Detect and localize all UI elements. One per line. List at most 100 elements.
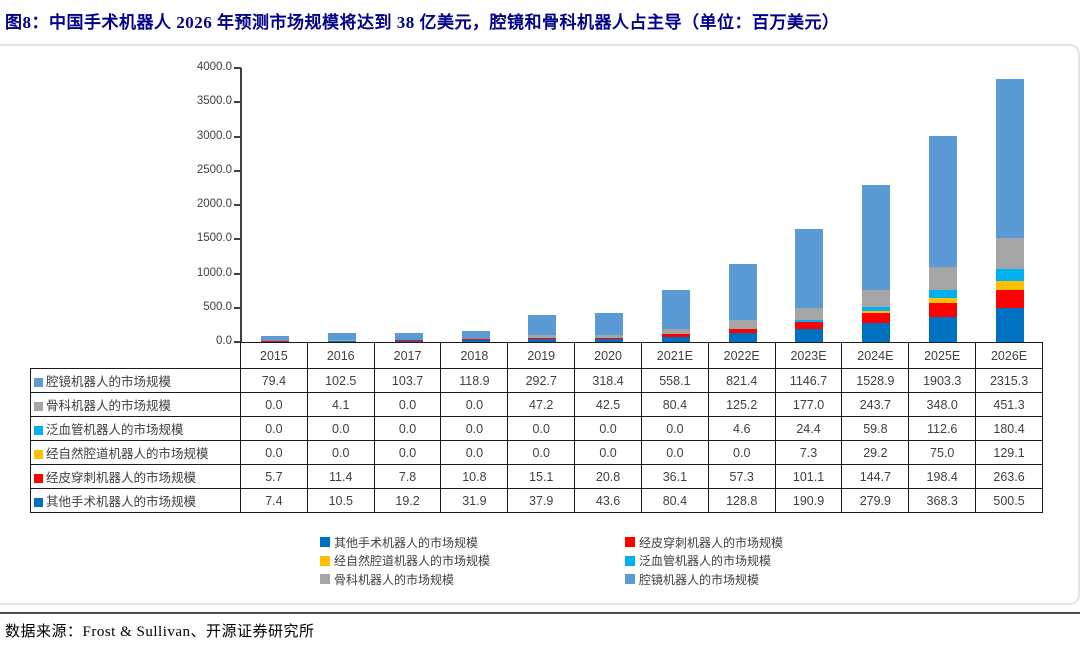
table-cell-value: 31.9: [440, 488, 509, 513]
y-axis-line: [240, 68, 242, 342]
table-cell-value: 0.0: [507, 440, 576, 465]
bar-segment: [995, 307, 1024, 342]
table-cell-value: 451.3: [975, 392, 1043, 417]
table-year-header: 2021E: [640, 342, 709, 369]
table-cell-value: 47.2: [507, 392, 576, 417]
table-cell-value: 15.1: [507, 464, 576, 489]
legend-item: 泛血管机器人的市场规模: [625, 552, 783, 571]
bar-column-2015: [242, 68, 309, 342]
table-cell-value: 5.7: [240, 464, 308, 489]
table-cell-value: 0.0: [373, 392, 442, 417]
series-color-swatch-icon: [34, 498, 43, 507]
legend-column: 经皮穿刺机器人的市场规模 泛血管机器人的市场规模 腔镜机器人的市场规模: [625, 533, 783, 589]
table-cell-value: 42.5: [574, 392, 642, 417]
bar-segment: [461, 330, 490, 340]
table-cell-value: 0.0: [440, 392, 509, 417]
table-cell-value: 7.4: [240, 488, 308, 513]
legend-color-swatch-icon: [625, 555, 635, 566]
series-color-swatch-icon: [34, 474, 43, 483]
bar-segment: [862, 185, 891, 291]
table-year-header: 2023E: [774, 342, 843, 369]
table-year-header: 2025E: [908, 342, 977, 369]
table-row-label: 经皮穿刺机器人的市场规模: [30, 464, 241, 489]
table-cell-value: 0.0: [240, 416, 308, 441]
bar-segment: [928, 290, 957, 299]
legend-color-swatch-icon: [320, 555, 330, 566]
stacked-bar: [394, 333, 423, 342]
table-row-label: 泛血管机器人的市场规模: [30, 416, 241, 441]
bar-segment: [862, 312, 891, 323]
y-axis-tick-label: 500.0: [203, 300, 232, 313]
y-axis-tick-mark: [234, 135, 241, 138]
table-row: 骨科机器人的市场规模 0.0 4.1 0.0 0.0 47.2 42.5 80.4 125.2 1…: [30, 392, 1043, 417]
stacked-bar: [928, 136, 957, 342]
y-axis-tick-mark: [234, 169, 241, 172]
bar-column-2018: [442, 68, 509, 342]
figure-card-border: [0, 44, 1080, 605]
table-cell-value: 500.5: [975, 488, 1043, 513]
table-cell-value: 59.8: [841, 416, 910, 441]
figure-title: 图8：中国手术机器人 2026 年预测市场规模将达到 38 亿美元，腔镜和骨科机…: [5, 13, 840, 32]
plot-area: [242, 68, 1043, 342]
bar-segment: [728, 320, 757, 329]
legend-label: 经自然腔道机器人的市场规模: [334, 554, 491, 569]
bar-segment: [528, 315, 557, 336]
bar-column-2023E: [776, 68, 843, 342]
legend-color-swatch-icon: [320, 537, 330, 548]
table-cell-value: 0.0: [640, 440, 709, 465]
table-cell-value: 0.0: [574, 416, 642, 441]
table-cell-value: 190.9: [774, 488, 843, 513]
table-cell-value: 43.6: [574, 488, 642, 513]
table-year-header: 2018: [440, 342, 509, 369]
bar-segment: [795, 229, 824, 308]
y-axis-tick-mark: [234, 238, 241, 241]
table-cell-value: 103.7: [373, 368, 442, 393]
bar-segment: [528, 338, 557, 340]
bar-column-2025E: [910, 68, 977, 342]
table-cell-value: 1146.7: [774, 368, 843, 393]
table-cell-value: 11.4: [306, 464, 375, 489]
table-cell-value: 118.9: [440, 368, 509, 393]
bar-segment: [995, 237, 1024, 269]
table-year-header: 2026E: [975, 342, 1043, 369]
table-cell-value: 243.7: [841, 392, 910, 417]
bar-column-2017: [376, 68, 443, 342]
bar-segment: [528, 339, 557, 342]
y-axis-tick-mark: [234, 101, 241, 104]
table-row: 经自然腔道机器人的市场规模 0.0 0.0 0.0 0.0 0.0 0.0 0.0 0.0 7.3…: [30, 440, 1043, 465]
bar-segment: [328, 333, 357, 341]
source-note: 数据来源：Frost & Sullivan、开源证券研究所: [5, 624, 315, 640]
y-axis-tick-mark: [234, 67, 241, 69]
stacked-bar: [461, 330, 490, 342]
table-cell-value: 368.3: [908, 488, 977, 513]
bar-segment: [728, 264, 757, 321]
bar-segment: [862, 290, 891, 307]
bar-segment: [862, 306, 891, 311]
table-cell-value: 292.7: [507, 368, 576, 393]
bar-segment: [928, 303, 957, 317]
table-year-header: 2024E: [841, 342, 910, 369]
table-cell-value: 80.4: [640, 488, 709, 513]
series-color-swatch-icon: [34, 378, 43, 387]
legend-label: 泛血管机器人的市场规模: [639, 554, 772, 569]
table-year-header: 2015: [240, 342, 308, 369]
table-year-header: 2019: [507, 342, 576, 369]
bar-column-2026E: [976, 68, 1043, 342]
table-cell-value: 1903.3: [908, 368, 977, 393]
table-cell-value: 0.0: [707, 440, 776, 465]
legend-color-swatch-icon: [320, 574, 330, 585]
y-axis-tick-mark: [234, 272, 241, 275]
bar-column-2021E: [643, 68, 710, 342]
table-cell-value: 75.0: [908, 440, 977, 465]
bar-column-2020: [576, 68, 643, 342]
table-cell-value: 24.4: [774, 416, 843, 441]
bar-segment: [928, 136, 957, 267]
data-table: 2015 2016 2017 2018 2019 2020 2021E 2022E 2023E 2…: [30, 342, 1043, 513]
bar-segment: [928, 266, 957, 291]
legend-item: 腔镜机器人的市场规模: [625, 570, 783, 589]
legend-label: 腔镜机器人的市场规模: [639, 572, 760, 587]
table-cell-value: 4.1: [306, 392, 375, 417]
y-axis-tick-label: 4000.0: [196, 61, 232, 73]
bottom-divider: [0, 612, 1080, 614]
